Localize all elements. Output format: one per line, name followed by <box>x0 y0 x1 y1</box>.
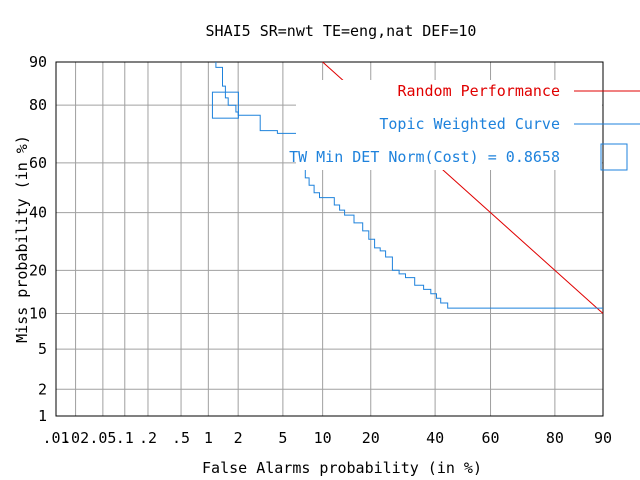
legend-background <box>296 80 602 170</box>
x-tick-label: .2 <box>139 429 157 447</box>
y-tick-label: 5 <box>38 340 47 358</box>
x-tick-label: 90 <box>594 429 612 447</box>
x-tick-label: 60 <box>481 429 499 447</box>
x-tick-label: 40 <box>426 429 444 447</box>
legend: Random Performance Topic Weighted Curve TW… <box>289 80 640 171</box>
x-tick-label: .5 <box>172 429 190 447</box>
x-tick-label: 10 <box>314 429 332 447</box>
plot-frame <box>55 61 604 417</box>
y-axis-label: Miss probability (in %) <box>13 135 31 343</box>
legend-entry-min-det-cost-label: TW Min DET Norm(Cost) = 0.8658 <box>289 148 560 166</box>
x-tick-label: 2 <box>234 429 243 447</box>
x-tick-label: 5 <box>278 429 287 447</box>
y-gridlines <box>56 104 603 390</box>
legend-entry-random-performance-label: Random Performance <box>397 82 560 100</box>
y-tick-label: 80 <box>29 96 47 114</box>
x-tick-labels: .01.02.05.1 .2 .5 1 2 5 10 20 40 60 80 90 <box>42 429 612 447</box>
y-tick-label: 2 <box>38 380 47 398</box>
x-tick-label: .1 <box>116 429 134 447</box>
x-tick-label: .02 <box>62 429 89 447</box>
y-tick-label: 60 <box>29 154 47 172</box>
legend-entry-min-det-cost-swatch <box>600 143 628 171</box>
x-tick-label: .01 <box>42 429 69 447</box>
x-tick-label: 80 <box>546 429 564 447</box>
min-cost-marker <box>211 91 239 119</box>
y-tick-labels: 1 2 5 10 20 40 60 80 90 <box>29 53 47 425</box>
x-tick-label: .05 <box>89 429 116 447</box>
y-tick-label: 20 <box>29 261 47 279</box>
y-tick-label: 40 <box>29 204 47 222</box>
x-tick-label: 20 <box>362 429 380 447</box>
x-axis-label: False Alarms probability (in %) <box>202 459 482 477</box>
legend-entry-topic-weighted-curve-label: Topic Weighted Curve <box>379 115 560 133</box>
y-tick-label: 90 <box>29 53 47 71</box>
chart-title: SHAI5 SR=nwt TE=eng,nat DEF=10 <box>206 22 477 40</box>
y-tick-label: 10 <box>29 304 47 322</box>
x-tick-label: 1 <box>204 429 213 447</box>
y-tick-label: 1 <box>38 407 47 425</box>
